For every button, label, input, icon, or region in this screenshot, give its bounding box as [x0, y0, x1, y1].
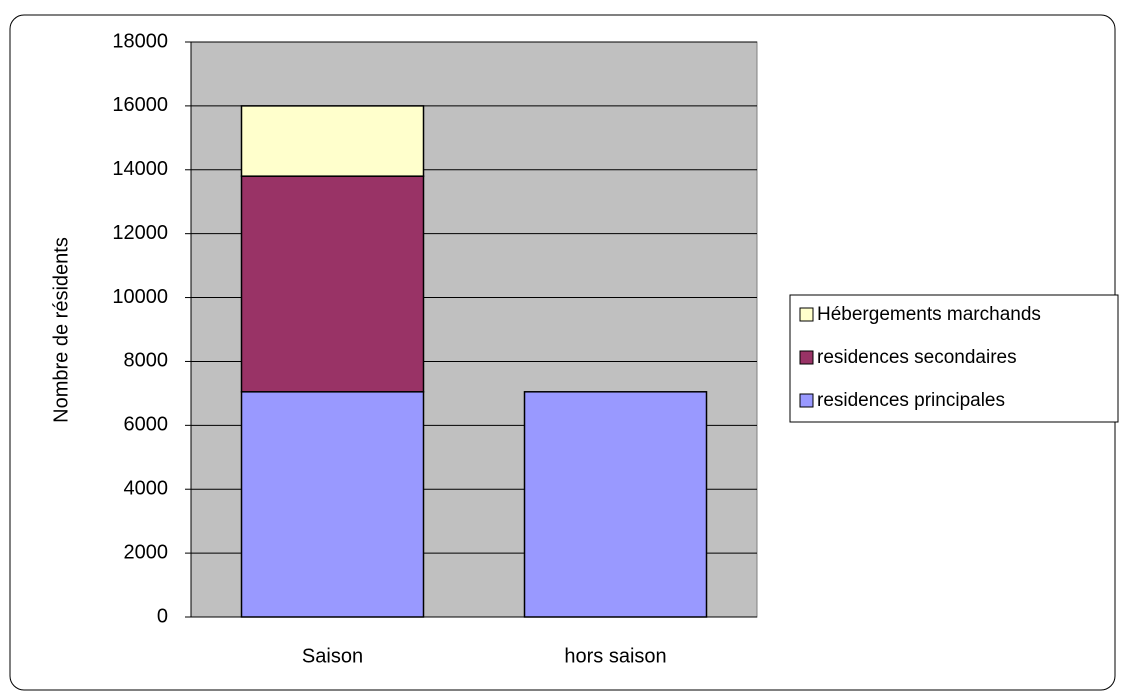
- y-axis-label: Nombre de résidents: [50, 237, 72, 423]
- y-tick-label: 14000: [112, 158, 168, 180]
- legend-label: Hébergements marchands: [817, 304, 1041, 325]
- bar-segment: [240, 175, 425, 393]
- y-tick-label: 16000: [112, 94, 168, 116]
- y-tick-label: 0: [157, 605, 168, 627]
- legend-label: residences secondaires: [817, 347, 1017, 368]
- legend-swatch: [799, 393, 814, 408]
- y-tick-label: 2000: [124, 541, 169, 563]
- legend: residences principales residences seconda…: [789, 294, 1119, 423]
- bar-segment: [523, 391, 708, 618]
- legend-swatch: [799, 350, 814, 365]
- bar-segment: [240, 105, 425, 177]
- y-tick-label: 8000: [124, 350, 169, 372]
- legend-swatch: [799, 307, 814, 322]
- legend-box: [789, 294, 1119, 423]
- y-tick-label: 10000: [112, 286, 168, 308]
- y-tick-label: 6000: [124, 414, 169, 436]
- y-tick-label: 18000: [112, 30, 168, 52]
- bar-segment: [240, 391, 425, 618]
- legend-label: residences principales: [817, 390, 1005, 411]
- y-tick-label: 12000: [112, 222, 168, 244]
- x-tick-label: hors saison: [564, 645, 666, 667]
- y-tick-label: 4000: [124, 478, 169, 500]
- x-tick-label: Saison: [302, 645, 363, 667]
